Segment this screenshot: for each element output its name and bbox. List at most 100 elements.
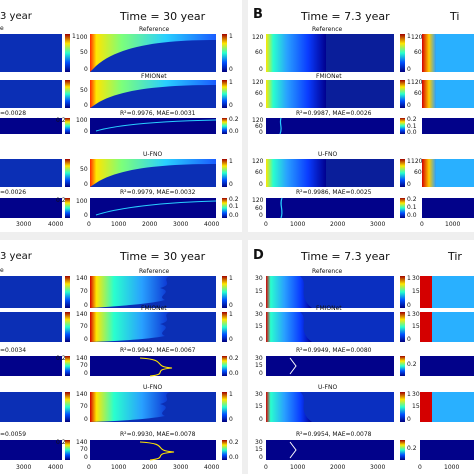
- c-fmionet-error-plot: [90, 356, 216, 376]
- d-cbar-4-bottom: 0: [407, 416, 411, 423]
- d-label-fmionet: FMIONet: [316, 305, 342, 312]
- a-left-colorbar-3: [65, 118, 70, 134]
- c-label-ufno: U-FNO: [143, 384, 163, 391]
- d-right-xtick-1000: 1000: [444, 464, 460, 471]
- d-right-ufno-edge: [420, 392, 432, 422]
- d-ytick-30-b: 30: [255, 311, 263, 318]
- b-xtick-2000: 2000: [330, 221, 346, 228]
- c-left-cbar-5-top: 0.2: [56, 439, 66, 446]
- b-err-ytick-60: 60: [255, 123, 263, 130]
- d-right-ytick-15-b: 15: [412, 323, 420, 330]
- a-label-ufno: U-FNO: [143, 151, 163, 158]
- a-left-cbar-5-top: 0.2: [56, 197, 66, 204]
- a-colorbar-1: [222, 34, 227, 72]
- a-xtick-2000: 2000: [142, 221, 158, 228]
- d-metric-fmionet: R²=0.9949, MAE=0.0080: [296, 347, 372, 354]
- a-cbar-2-bottom: 0: [229, 102, 233, 109]
- d-err-ytick-15: 15: [255, 362, 263, 369]
- c-label-reference: Reference: [139, 268, 170, 275]
- d-right-reference-edge: [420, 276, 432, 308]
- a-fmionet-plume: [90, 80, 216, 108]
- horizontal-divider: [0, 232, 474, 240]
- c-err-ytick-140-b: 140: [76, 439, 88, 446]
- d-colorbar-1: [400, 276, 405, 308]
- c-ytick-0-c: 0: [84, 416, 88, 423]
- d-fmionet-error-plot: [266, 356, 394, 376]
- b-ufno-plume: [266, 159, 326, 187]
- a-ufno-error-streak: [95, 200, 217, 216]
- a-left-cbar-3-top: 0.2: [56, 117, 66, 124]
- a-fmionet-error-plot: [90, 118, 216, 134]
- c-ytick-140: 140: [76, 275, 88, 282]
- b-cbar-5-mid: 0.1: [407, 204, 417, 211]
- c-colorbar-3: [222, 356, 227, 376]
- a-err-ytick-0: 0: [84, 128, 88, 135]
- c-left-fmionet-error: [0, 356, 62, 376]
- a-cbar-4-top: 1: [229, 158, 233, 165]
- c-ytick-70-c: 70: [80, 403, 88, 410]
- a-ytick-50-c: 50: [80, 166, 88, 173]
- c-left-xtick-4000: 4000: [48, 464, 64, 471]
- b-cbar-2-top: 1: [407, 79, 411, 86]
- c-xtick-1000: 1000: [111, 464, 127, 471]
- a-xtick-4000: 4000: [204, 221, 220, 228]
- b-right-ufno-edge: [422, 159, 436, 187]
- b-cbar-1-bottom: 0: [407, 66, 411, 73]
- b-err-ytick-120: 120: [252, 117, 264, 124]
- panel-letter-b: B: [253, 7, 263, 22]
- c-ytick-140-c: 140: [76, 391, 88, 398]
- d-err-ytick-0: 0: [259, 370, 263, 377]
- d-time-title: Time = 7.3 year: [301, 250, 390, 263]
- c-left-metric-fmionet: =0.0034: [0, 347, 27, 354]
- b-ytick-0: 0: [259, 66, 263, 73]
- a-colorbar-2: [222, 80, 227, 108]
- c-left-colorbar-2: [65, 312, 70, 342]
- d-right-fmionet-error: [420, 356, 474, 376]
- d-ytick-15: 15: [255, 288, 263, 295]
- b-ufno-error-streak: [280, 197, 283, 219]
- b-cbar-1-top: 1: [407, 33, 411, 40]
- d-cbar-1-top: 1: [407, 275, 411, 282]
- d-cbar-5-mid: 0.2: [407, 445, 417, 452]
- a-left-row-fragment: e: [0, 25, 4, 32]
- d-colorbar-5: [400, 440, 405, 460]
- a-cbar-5-top: 0.2: [229, 196, 239, 203]
- b-colorbar-2: [400, 80, 405, 108]
- c-left-colorbar-4: [65, 392, 70, 422]
- b-ufno-error-plot: [266, 198, 394, 218]
- d-ytick-0-b: 0: [259, 336, 263, 343]
- a-left-reference-plot: [0, 34, 62, 72]
- b-cbar-3-mid: 0.1: [407, 123, 417, 130]
- d-colorbar-4: [400, 392, 405, 422]
- b-right-ytick-60-b: 60: [414, 90, 422, 97]
- d-colorbar-2: [400, 312, 405, 342]
- b-right-ytick-60: 60: [414, 49, 422, 56]
- a-cbar-3-top: 0.2: [229, 116, 239, 123]
- b-right-ytick-120-c: 120: [411, 158, 423, 165]
- b-cbar-3-bottom: 0.0: [407, 129, 417, 136]
- d-fmionet-error-streak: [289, 357, 297, 375]
- a-xtick-3000: 3000: [173, 221, 189, 228]
- c-fmionet-plume: [90, 312, 170, 342]
- c-ytick-70-b: 70: [80, 323, 88, 330]
- b-metric-fmionet: R²=0.9987, MAE=0.0026: [296, 110, 372, 117]
- c-xtick-4000: 4000: [204, 464, 220, 471]
- d-cbar-3-mid: 0.2: [407, 361, 417, 368]
- b-right-ytick-60-c: 60: [414, 169, 422, 176]
- a-reference-plume: [90, 34, 216, 72]
- b-label-ufno: U-FNO: [318, 151, 338, 158]
- b-right-ytick-120-b: 120: [411, 79, 423, 86]
- a-err-ytick-100-b: 100: [76, 198, 88, 205]
- c-cbar-3-bottom: 0.0: [229, 370, 239, 377]
- a-left-xtick-4000: 4000: [48, 221, 64, 228]
- d-right-ytick-15: 15: [412, 288, 420, 295]
- d-metric-ufno: R²=0.9954, MAE=0.0078: [296, 431, 372, 438]
- panel-d: [266, 276, 474, 460]
- b-ytick-120: 120: [252, 34, 264, 41]
- b-right-xtick-1000: 1000: [445, 221, 461, 228]
- a-ytick-0-c: 0: [84, 181, 88, 188]
- b-cbar-4-top: 1: [407, 158, 411, 165]
- a-ytick-100: 100: [76, 34, 88, 41]
- b-colorbar-3: [400, 118, 405, 134]
- c-left-colorbar-5: [65, 440, 70, 460]
